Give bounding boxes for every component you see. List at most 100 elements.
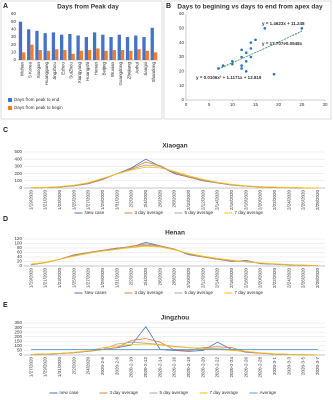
x-tick-label: Zhejiang [126, 62, 131, 80]
x-tick-label: 2020-3-3 [286, 357, 291, 376]
x-tick-label: Xiaogan [36, 62, 41, 79]
chart-title: Days from Peak day [57, 4, 119, 11]
y-tick-label: 10 [179, 83, 185, 88]
y-tick-label: 0 [19, 185, 22, 190]
legend-label: 7 day average [235, 210, 264, 215]
x-tick-label: Huanggang [44, 62, 49, 86]
point [249, 47, 253, 50]
point [231, 60, 234, 63]
x-tick-label: 1/25/2020 [71, 190, 76, 211]
x-tick-label: 2020-2-22 [215, 357, 220, 378]
x-tick-label: 25 [299, 102, 305, 107]
y-tick-label: 300 [14, 325, 22, 330]
x-tick-label: 2020-2-26 [243, 357, 248, 378]
bar [63, 50, 67, 60]
annotation: y = 17.707e0.0548x [262, 41, 303, 46]
chart-title: Days to begining vs days to end from ape… [177, 4, 323, 11]
legend-label: 5 day average [160, 390, 189, 395]
x-tick-label: 2/4/2020 [143, 268, 148, 286]
x-tick-label: 2/12/2020 [200, 268, 205, 289]
x-tick-label: 30 [322, 102, 328, 107]
y-tick-label: 20 [17, 259, 23, 264]
x-tick-label: 2/2/2020 [129, 268, 134, 286]
x-tick-label: 2020-2-12 [143, 357, 148, 378]
x-tick-label: 2020-3-5 [301, 357, 306, 376]
x-tick-label: Jingzhou [52, 62, 57, 81]
x-tick-label: 2/10/2020 [186, 268, 191, 289]
legend-label: 5 day average [185, 290, 214, 295]
line [31, 166, 318, 189]
bar [68, 33, 72, 60]
x-tick-label: 2/12/2020 [200, 190, 205, 211]
x-tick-label: 2/4/2020 [86, 357, 91, 375]
panel-label: A [3, 3, 8, 10]
x-tick-label: 1/23/2020 [57, 190, 62, 211]
x-tick-label: 2020-3-7 [315, 357, 320, 376]
x-tick-label: 2/20/2020 [258, 190, 263, 211]
legend-label: 3 day average [135, 210, 164, 215]
chart-title: Henan [165, 230, 185, 237]
bar [129, 50, 133, 60]
bar [101, 34, 105, 60]
panel-frame [163, 0, 332, 120]
x-tick-label: 2020-2-18 [186, 357, 191, 378]
point [244, 51, 248, 54]
point [272, 72, 276, 76]
y-tick-label: 120 [14, 236, 22, 241]
chart-title: Xiaogan [162, 143, 187, 150]
legend-label: new case [60, 390, 80, 395]
bar [35, 30, 39, 60]
x-tick-label: 2020-2-10 [129, 357, 134, 378]
legend-label: 7 day average [210, 390, 239, 395]
y-tick-label: 0 [19, 352, 22, 357]
legend-label: 3 day average [135, 290, 164, 295]
x-tick-label: 2/6/2020 [157, 268, 162, 286]
x-tick-label: 2/18/2020 [243, 268, 248, 289]
line [31, 325, 318, 356]
bar [92, 32, 97, 60]
x-tick-label: 2/14/2020 [215, 268, 220, 289]
x-tick-label: 2/2/2020 [129, 190, 134, 208]
x-tick-label: 5 [208, 102, 211, 107]
x-tick-label: 1/27/2020 [28, 357, 33, 378]
bar [142, 37, 146, 60]
bar [112, 50, 116, 60]
x-tick-label: 1/27/2020 [86, 190, 91, 211]
x-tick-label: 1/23/2020 [57, 268, 62, 289]
bar [120, 50, 125, 60]
y-tick-label: 100 [14, 343, 22, 348]
x-tick-label: 1/31/2020 [114, 268, 119, 289]
x-tick-label: 1/21/2020 [43, 190, 48, 211]
y-tick-label: 150 [14, 338, 22, 343]
x-tick-label: 2020-2-28 [258, 357, 263, 378]
y-tick-label: 60 [179, 11, 185, 16]
bar [109, 37, 113, 60]
bar [55, 49, 59, 60]
y-tick-label: 500 [14, 149, 22, 154]
x-tick-label: Guangdong [118, 62, 123, 86]
y-tick-label: 100 [14, 241, 22, 246]
x-tick-label: 2020-2-24 [229, 357, 234, 378]
panel-label: D [3, 216, 8, 223]
x-tick-label: 2/14/2020 [215, 190, 220, 211]
panel-label: B [166, 3, 171, 10]
y-tick-label: 10 [11, 50, 17, 55]
x-tick-label: 2/26/2020 [301, 268, 306, 289]
y-tick-label: 0 [181, 97, 184, 102]
x-tick-label: 1/25/2020 [71, 268, 76, 289]
point [254, 38, 257, 42]
point [263, 27, 267, 30]
bar [27, 29, 31, 60]
y-tick-label: 80 [17, 245, 23, 250]
y-tick-label: 0 [13, 57, 16, 62]
y-tick-label: 350 [14, 320, 22, 325]
point [249, 55, 253, 59]
x-tick-label: 2/8/2020 [172, 268, 177, 286]
bar [153, 52, 158, 60]
bar [88, 50, 92, 60]
point [300, 27, 304, 30]
chart-title: Jingzhou [161, 315, 190, 322]
bar [79, 50, 84, 60]
panel-label: C [3, 127, 8, 134]
line [31, 161, 318, 189]
